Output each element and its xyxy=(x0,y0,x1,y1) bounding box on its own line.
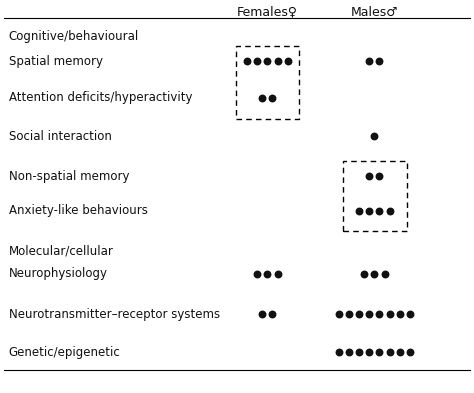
Text: Females♀: Females♀ xyxy=(237,6,298,18)
Text: Neurophysiology: Neurophysiology xyxy=(9,267,108,281)
Text: Non-spatial memory: Non-spatial memory xyxy=(9,170,129,183)
Text: Genetic/epigenetic: Genetic/epigenetic xyxy=(9,346,120,359)
Text: Attention deficits/hyperactivity: Attention deficits/hyperactivity xyxy=(9,91,192,104)
Text: Anxiety-like behaviours: Anxiety-like behaviours xyxy=(9,204,148,217)
Text: Neurotransmitter–receptor systems: Neurotransmitter–receptor systems xyxy=(9,308,220,321)
Text: Spatial memory: Spatial memory xyxy=(9,55,103,68)
Bar xyxy=(236,46,299,119)
Text: Males♂: Males♂ xyxy=(351,6,398,18)
Bar xyxy=(343,161,407,231)
Text: Social interaction: Social interaction xyxy=(9,130,112,143)
Text: Molecular/cellular: Molecular/cellular xyxy=(9,244,114,257)
Text: Cognitive/behavioural: Cognitive/behavioural xyxy=(9,30,139,43)
